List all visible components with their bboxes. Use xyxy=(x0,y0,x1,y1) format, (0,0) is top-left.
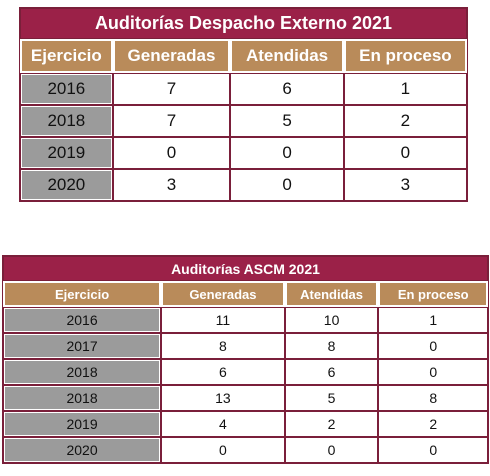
table-row: 2016 11 10 1 xyxy=(3,307,488,333)
generadas-cell: 3 xyxy=(112,169,231,201)
year-cell: 2017 xyxy=(3,333,162,359)
generadas-cell: 8 xyxy=(161,333,285,359)
en-proceso-cell: 2 xyxy=(343,105,467,137)
year-cell: 2018 xyxy=(3,385,162,411)
table-row: 2018 6 6 0 xyxy=(3,359,488,385)
en-proceso-cell: 1 xyxy=(378,307,488,333)
year-cell: 2016 xyxy=(20,73,113,105)
en-proceso-cell: 0 xyxy=(378,333,488,359)
column-header-generadas: Generadas xyxy=(161,281,285,307)
en-proceso-cell: 3 xyxy=(343,169,467,201)
year-cell: 2019 xyxy=(20,137,113,169)
en-proceso-cell: 8 xyxy=(378,385,488,411)
column-header-en-proceso: En proceso xyxy=(378,281,488,307)
year-cell: 2018 xyxy=(20,105,113,137)
table-row: 2020 3 0 3 xyxy=(20,169,467,201)
generadas-cell: 4 xyxy=(161,411,285,437)
en-proceso-cell: 0 xyxy=(378,437,488,463)
atendidas-cell: 0 xyxy=(230,137,344,169)
en-proceso-cell: 0 xyxy=(343,137,467,169)
year-cell: 2020 xyxy=(20,169,113,201)
ascm-table: Auditorías ASCM 2021 Ejercicio Generadas… xyxy=(2,255,489,464)
atendidas-cell: 10 xyxy=(284,307,379,333)
year-cell: 2019 xyxy=(3,411,162,437)
table-row: 2016 7 6 1 xyxy=(20,73,467,105)
atendidas-cell: 8 xyxy=(284,333,379,359)
column-header-atendidas: Atendidas xyxy=(230,39,344,73)
atendidas-cell: 6 xyxy=(230,73,344,105)
atendidas-cell: 6 xyxy=(284,359,379,385)
en-proceso-cell: 1 xyxy=(343,73,467,105)
table-row: 2019 0 0 0 xyxy=(20,137,467,169)
year-cell: 2016 xyxy=(3,307,162,333)
generadas-cell: 0 xyxy=(112,137,231,169)
table-row: 2017 8 8 0 xyxy=(3,333,488,359)
year-cell: 2020 xyxy=(3,437,162,463)
generadas-cell: 7 xyxy=(112,105,231,137)
generadas-cell: 11 xyxy=(161,307,285,333)
atendidas-cell: 0 xyxy=(284,437,379,463)
atendidas-cell: 5 xyxy=(230,105,344,137)
column-header-atendidas: Atendidas xyxy=(284,281,379,307)
table-row: 2018 7 5 2 xyxy=(20,105,467,137)
atendidas-cell: 5 xyxy=(284,385,379,411)
table-row: 2019 4 2 2 xyxy=(3,411,488,437)
column-header-generadas: Generadas xyxy=(112,39,231,73)
year-cell: 2018 xyxy=(3,359,162,385)
column-header-en-proceso: En proceso xyxy=(343,39,467,73)
column-header-ejercicio: Ejercicio xyxy=(20,39,113,73)
column-header-ejercicio: Ejercicio xyxy=(3,281,162,307)
table-title: Auditorías Despacho Externo 2021 xyxy=(20,8,467,39)
atendidas-cell: 0 xyxy=(230,169,344,201)
generadas-cell: 6 xyxy=(161,359,285,385)
generadas-cell: 13 xyxy=(161,385,285,411)
atendidas-cell: 2 xyxy=(284,411,379,437)
en-proceso-cell: 2 xyxy=(378,411,488,437)
en-proceso-cell: 0 xyxy=(378,359,488,385)
generadas-cell: 7 xyxy=(112,73,231,105)
despacho-externo-table: Auditorías Despacho Externo 2021 Ejercic… xyxy=(19,7,468,202)
table-row: 2020 0 0 0 xyxy=(3,437,488,463)
table-title: Auditorías ASCM 2021 xyxy=(3,256,488,281)
table-row: 2018 13 5 8 xyxy=(3,385,488,411)
generadas-cell: 0 xyxy=(161,437,285,463)
